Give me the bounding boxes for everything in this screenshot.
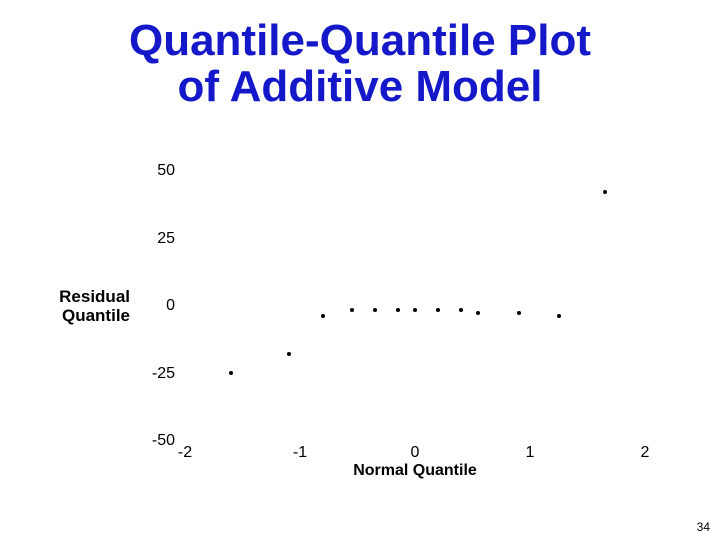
qq-scatter-chart [185, 170, 645, 440]
data-point [350, 308, 354, 312]
data-point [476, 311, 480, 315]
data-point [373, 308, 377, 312]
x-tick: 0 [411, 444, 420, 462]
data-point [517, 311, 521, 315]
y-tick: -50 [135, 432, 175, 450]
y-tick: -25 [135, 365, 175, 383]
y-tick: 0 [135, 297, 175, 315]
x-tick: -1 [293, 444, 307, 462]
data-point [396, 308, 400, 312]
x-tick: 1 [526, 444, 535, 462]
title-line-1: Quantile-Quantile Plot [129, 16, 591, 65]
title-line-2: of Additive Model [177, 62, 542, 111]
data-point [229, 371, 233, 375]
data-point [603, 190, 607, 194]
data-point [321, 314, 325, 318]
data-point [557, 314, 561, 318]
data-point [413, 308, 417, 312]
data-point [287, 352, 291, 356]
y-tick: 25 [135, 230, 175, 248]
page-title: Quantile-Quantile Plot of Additive Model [0, 18, 720, 110]
x-axis-label: Normal Quantile [185, 462, 645, 480]
data-point [436, 308, 440, 312]
x-tick: 2 [641, 444, 650, 462]
data-point [459, 308, 463, 312]
y-tick: 50 [135, 162, 175, 180]
slide: { "title": { "line1": "Quantile-Quantile… [0, 0, 720, 540]
x-tick: -2 [178, 444, 192, 462]
y-axis-label: Residual Quantile [20, 288, 130, 325]
page-number: 34 [697, 520, 710, 534]
